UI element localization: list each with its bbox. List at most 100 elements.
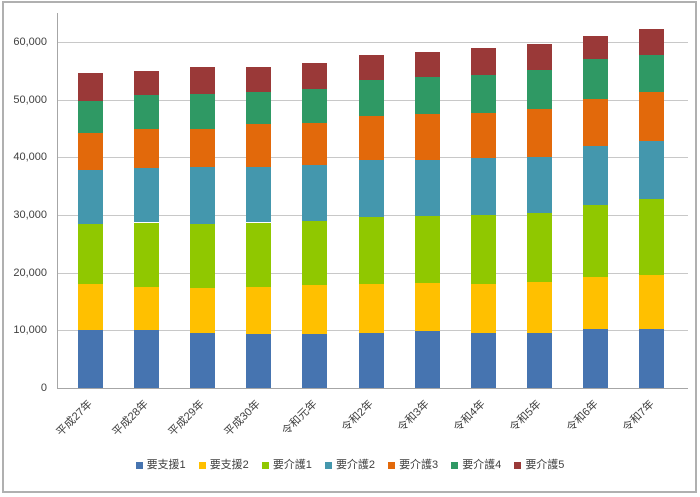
bar-segment-要介護2: [470, 157, 496, 215]
stacked-bar-令和4年: [470, 0, 496, 388]
y-axis-line: [57, 13, 58, 388]
bar-segment-要支援1: [133, 330, 159, 388]
bar-segment-要支援2: [246, 286, 272, 335]
legend-item-要介護5: 要介護5: [514, 459, 564, 471]
bar-segment-要介護3: [190, 129, 215, 167]
bar-segment-要介護1: [246, 222, 272, 287]
legend-swatch-icon: [198, 461, 206, 469]
bar-segment-要支援2: [190, 287, 215, 334]
bar-segment-要介護1: [414, 215, 440, 284]
bar-segment-要介護5: [470, 48, 496, 76]
x-tick-label: 令和5年: [507, 398, 545, 435]
bar-segment-要介護5: [246, 66, 272, 92]
bar-segment-要介護1: [133, 222, 159, 287]
x-tick-label: 令和7年: [620, 398, 657, 435]
legend-swatch-icon: [451, 461, 459, 469]
bar-segment-要介護1: [190, 224, 215, 288]
bar-segment-要介護1: [302, 221, 328, 286]
bar-segment-要支援2: [133, 286, 159, 331]
legend-label: 要介護4: [462, 459, 502, 471]
bar-segment-要支援1: [358, 332, 384, 388]
stacked-bar-令和5年: [527, 0, 552, 388]
bar-segment-要介護5: [133, 70, 159, 96]
bar-segment-要介護4: [527, 69, 552, 110]
bar-segment-要支援1: [470, 332, 496, 388]
legend-label: 要支援2: [209, 459, 249, 471]
bar-segment-要支援1: [414, 331, 440, 388]
chart-legend: 要支援1 要支援2 要介護1 要介護2 要介護3 要介護4 要介護5: [0, 459, 700, 471]
stacked-bar-平成27年: [77, 0, 103, 388]
bar-segment-要介護5: [358, 55, 384, 81]
bar-segment-要介護3: [583, 98, 609, 146]
bar-segment-要介護4: [470, 75, 496, 113]
stacked-bar-令和元年: [302, 0, 328, 388]
bar-segment-要介護2: [583, 145, 609, 205]
bar-segment-要介護3: [302, 122, 328, 166]
stacked-bar-令和2年: [358, 0, 384, 388]
bar-segment-要介護4: [639, 54, 665, 92]
bar-segment-要介護2: [639, 140, 665, 200]
bar-segment-要介護4: [133, 95, 159, 130]
legend-item-要介護4: 要介護4: [451, 459, 501, 471]
legend-label: 要支援1: [146, 459, 186, 471]
y-tick-label: 30,000: [13, 209, 47, 221]
legend-swatch-icon: [135, 461, 143, 469]
bar-segment-要介護4: [583, 59, 609, 99]
bar-segment-要介護4: [414, 77, 440, 115]
stacked-bar-平成30年: [246, 0, 272, 388]
bar-segment-要介護5: [639, 29, 665, 55]
bar-segment-要介護5: [583, 35, 609, 60]
y-tick-label: 40,000: [13, 151, 47, 164]
bar-segment-要介護2: [302, 165, 328, 222]
bar-segment-要介護2: [77, 170, 103, 224]
bar-segment-要支援2: [302, 285, 328, 334]
legend-swatch-icon: [261, 461, 269, 469]
bar-segment-要介護3: [414, 114, 440, 161]
legend-item-要支援2: 要支援2: [198, 459, 249, 471]
legend-swatch-icon: [514, 461, 522, 469]
x-tick-label: 令和元年: [279, 398, 320, 438]
bar-segment-要介護1: [470, 215, 496, 285]
bar-segment-要介護2: [414, 160, 440, 216]
stacked-bar-令和7年: [639, 0, 665, 388]
bar-segment-要支援1: [77, 330, 103, 388]
x-tick-label: 平成29年: [166, 398, 208, 439]
bar-segment-要介護4: [77, 100, 103, 133]
bar-segment-要介護4: [190, 93, 215, 130]
bar-segment-要介護1: [77, 223, 103, 284]
bar-segment-要支援2: [414, 283, 440, 332]
bar-segment-要介護3: [639, 91, 665, 141]
bar-segment-要介護2: [527, 156, 552, 214]
stacked-bar-平成28年: [133, 0, 159, 388]
legend-swatch-icon: [324, 461, 332, 469]
bar-segment-要支援2: [358, 284, 384, 333]
bar-segment-要介護3: [358, 116, 384, 161]
bar-segment-要支援2: [583, 277, 609, 330]
legend-item-要介護1: 要介護1: [261, 459, 312, 471]
x-tick-label: 平成28年: [110, 398, 151, 439]
x-tick-label: 平成30年: [222, 398, 264, 439]
bar-segment-要支援2: [470, 284, 496, 333]
bar-segment-要介護2: [190, 166, 215, 225]
legend-swatch-icon: [388, 461, 396, 469]
x-tick-label: 平成27年: [54, 398, 95, 439]
x-tick-label: 令和3年: [395, 398, 432, 435]
bar-segment-要介護5: [527, 44, 552, 70]
bar-segment-要介護4: [358, 80, 384, 117]
y-tick-label: 20,000: [13, 266, 47, 279]
bar-segment-要介護5: [190, 67, 215, 94]
stacked-bar-令和6年: [583, 0, 609, 388]
stacked-bar-平成29年: [190, 0, 215, 388]
bar-segment-要支援1: [583, 329, 609, 388]
y-tick-label: 0: [40, 382, 47, 394]
y-tick-label: 10,000: [13, 324, 47, 337]
legend-item-要支援1: 要支援1: [135, 459, 186, 471]
legend-item-要介護3: 要介護3: [388, 459, 438, 471]
bar-segment-要支援2: [639, 274, 665, 329]
legend-label: 要介護5: [525, 459, 565, 471]
bar-segment-要支援2: [77, 283, 103, 331]
bar-segment-要介護2: [246, 167, 272, 223]
bar-segment-要介護3: [77, 132, 103, 170]
bar-segment-要支援2: [527, 281, 552, 333]
